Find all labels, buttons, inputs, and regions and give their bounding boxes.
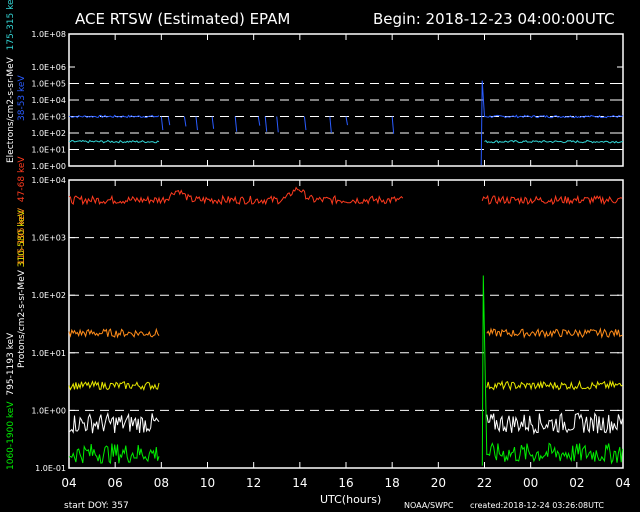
xtick-label: 00 — [523, 476, 538, 490]
electron-ytick-label: 1.0E+05 — [31, 80, 66, 89]
proton-ylabel-1060: 1060-1900 keV — [6, 401, 16, 470]
xtick-label: 10 — [200, 476, 215, 490]
chart-title: ACE RTSW (Estimated) EPAM — [75, 10, 290, 28]
xtick-label: 16 — [338, 476, 353, 490]
series-drop-e38 — [167, 116, 171, 126]
proton-series — [68, 186, 623, 466]
electron-y-ticks: 1.0E+00 1.0E+01 1.0E+02 1.0E+03 1.0E+04 1.0E+… — [31, 30, 623, 171]
series-drop-e38 — [303, 116, 307, 131]
x-ticks: 04 06 08 10 12 14 16 18 20 22 00 02 04 — [61, 34, 631, 490]
electron-ylabel-prefix: Electrons/cm2-s-sr-MeV — [6, 56, 16, 163]
proton-ylabel-310: 310-580 keV — [17, 209, 27, 267]
proton-ylabel-2: Protons/cm2-s-sr-MeV 310-580 keV — [17, 209, 27, 368]
electron-ytick-label: 1.0E+03 — [31, 113, 66, 122]
series-drop-e38 — [329, 116, 332, 134]
xtick-label: 04 — [61, 476, 76, 490]
electron-ylabel: Electrons/cm2-s-sr-MeV 175-315 keV — [6, 0, 16, 163]
series-line-p1060 — [481, 275, 623, 466]
electron-ytick-label: 1.0E+01 — [31, 146, 66, 155]
series-drop-e38 — [264, 116, 268, 132]
series-drop-e38 — [257, 116, 261, 126]
series-line-e38 — [68, 114, 160, 119]
series-line-p47 — [481, 194, 623, 206]
xtick-label: 20 — [431, 476, 446, 490]
electron-ytick-label: 1.0E+02 — [31, 129, 66, 138]
series-line-p310 — [68, 380, 160, 391]
xtick-label: 22 — [477, 476, 492, 490]
credit: NOAA/SWPC — [404, 501, 454, 510]
electron-ytick-label: 1.0E+06 — [31, 63, 66, 72]
xtick-label: 02 — [569, 476, 584, 490]
series-drop-e38 — [234, 116, 238, 132]
proton-ytick-label: 1.0E-01 — [35, 464, 66, 473]
series-line-p115 — [68, 327, 160, 339]
proton-ytick-label: 1.0E+04 — [31, 176, 66, 185]
electron-ytick-label-top: 1.0E+08 — [31, 30, 66, 39]
series-line-p310 — [486, 379, 623, 392]
series-line-p795 — [68, 411, 160, 434]
proton-ytick-label: 1.0E+01 — [31, 349, 66, 358]
proton-ylabel-3: 115-195 keV 47-68 keV — [17, 156, 27, 265]
electron-ytick-label: 1.0E+04 — [31, 96, 66, 105]
xtick-label: 12 — [246, 476, 261, 490]
begin-time: Begin: 2018-12-23 04:00:00UTC — [373, 10, 615, 28]
series-line-p115 — [486, 327, 623, 339]
proton-ylabel: 1060-1900 keV 795-1193 keV — [6, 332, 16, 470]
series-drop-e38 — [211, 116, 215, 129]
series-line-e175 — [68, 139, 160, 144]
start-doy: start DOY: 357 — [64, 501, 129, 511]
proton-grid — [70, 237, 622, 411]
series-drop-e38 — [391, 116, 395, 134]
proton-ylabel-47: 47-68 keV — [17, 156, 27, 202]
proton-ylabel-795: 795-1193 keV — [6, 332, 16, 396]
xtick-label: 04 — [615, 476, 630, 490]
electron-series — [68, 80, 624, 166]
series-line-e38 — [480, 80, 624, 166]
x-axis-label: UTC(hours) — [320, 493, 381, 506]
proton-y-ticks: 1.0E-01 1.0E+00 1.0E+01 1.0E+02 1.0E+03 1.0E+… — [31, 176, 623, 473]
xtick-label: 14 — [292, 476, 307, 490]
xtick-label: 06 — [108, 476, 123, 490]
series-drop-e38 — [160, 116, 164, 131]
proton-ytick-label: 1.0E+02 — [31, 291, 66, 300]
series-drop-e38 — [345, 116, 348, 126]
xtick-label: 08 — [154, 476, 169, 490]
series-drop-e38 — [276, 116, 279, 133]
series-line-p1060 — [68, 443, 160, 465]
series-drop-e38 — [183, 116, 187, 127]
xtick-label: 18 — [385, 476, 400, 490]
series-line-p795 — [486, 412, 623, 435]
series-drop-e38 — [195, 116, 198, 131]
proton-ylabel-prefix: Protons/cm2-s-sr-MeV — [17, 269, 27, 368]
series-line-e175 — [484, 139, 624, 144]
electron-ytick-label: 1.0E+00 — [31, 162, 66, 171]
electron-ylabel-38: 38-53 keV — [17, 75, 27, 121]
series-line-p47 — [68, 186, 404, 206]
proton-ylabel-115: 115-195 keV — [17, 207, 27, 265]
created-time: created:2018-12-24 03:26:08UTC — [470, 501, 604, 510]
electron-ylabel-175: 175-315 keV — [6, 0, 16, 50]
proton-ytick-label: 1.0E+00 — [31, 406, 66, 415]
proton-ytick-label: 1.0E+03 — [31, 234, 66, 243]
